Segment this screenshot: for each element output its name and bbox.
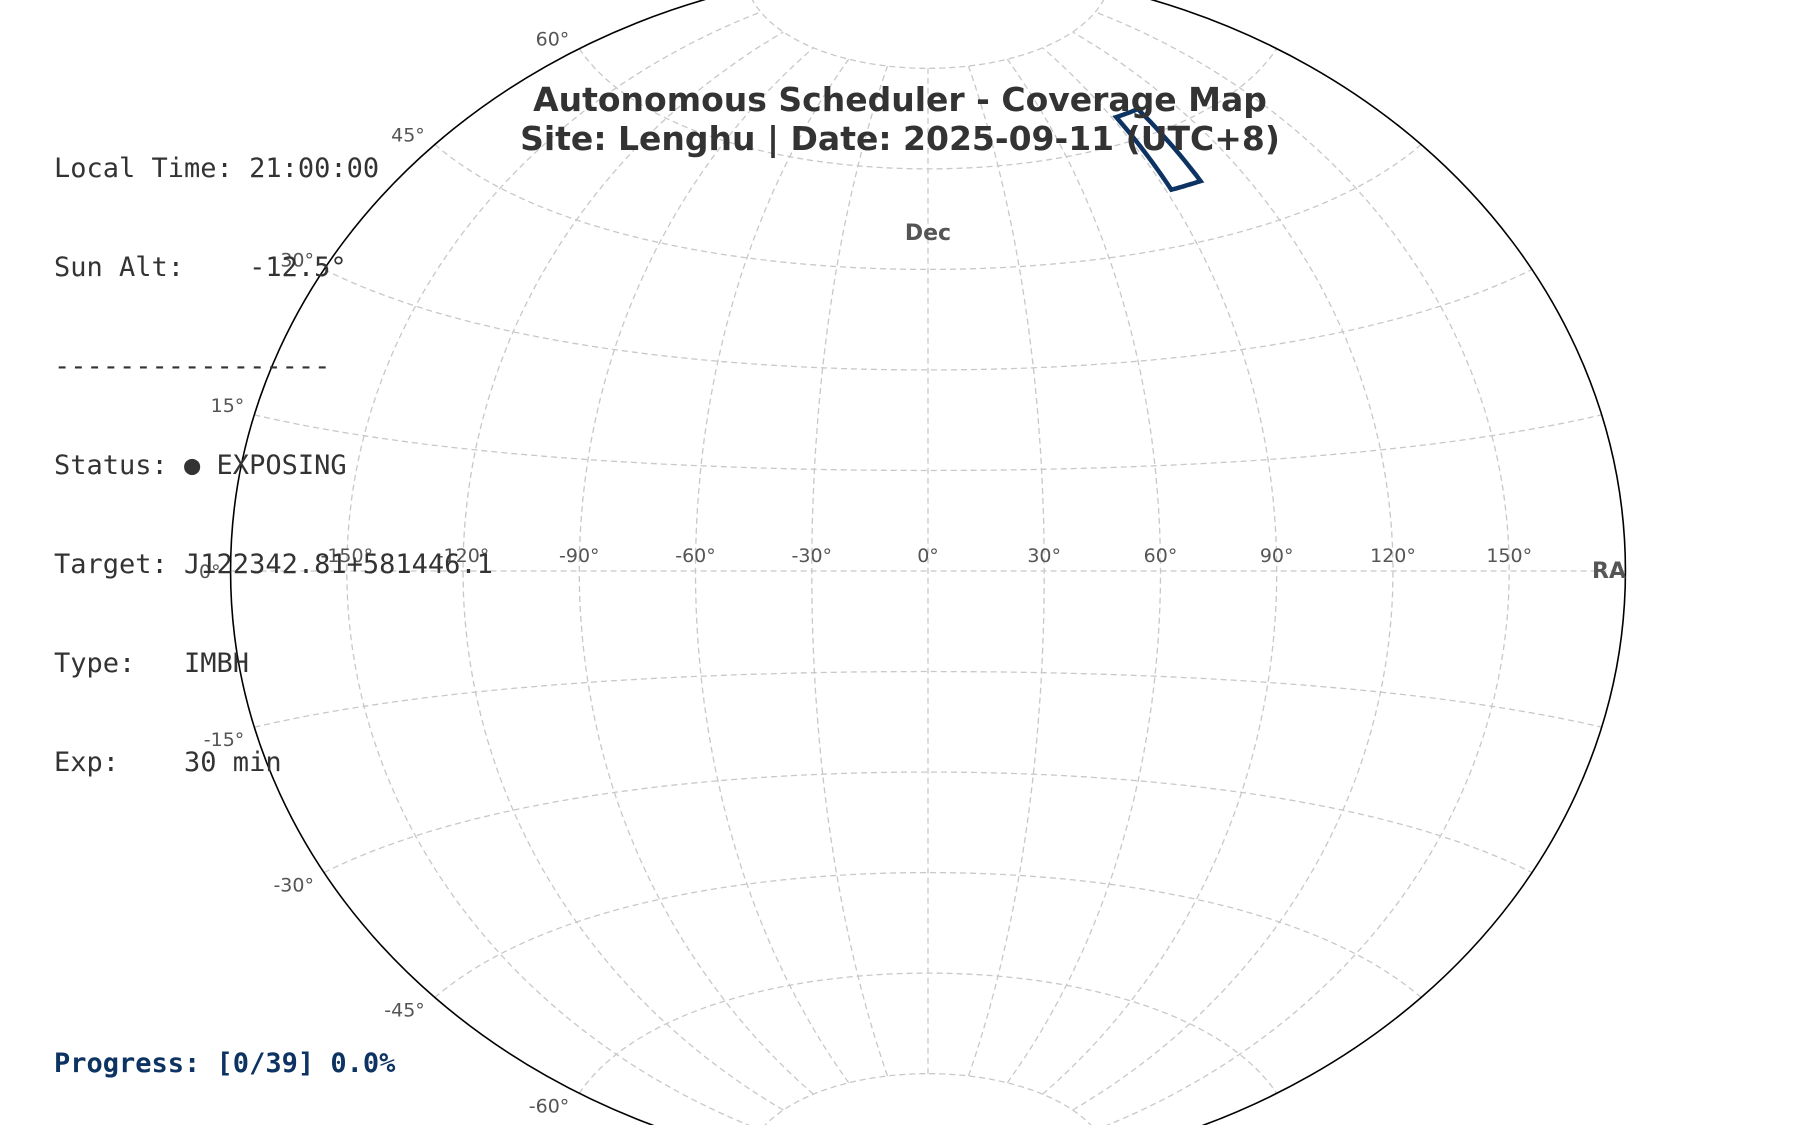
dec-tick-label: 15° (211, 395, 245, 417)
tick-labels: -150° -120° -90° -60° -30° 0° 30° 60° 90° 120° 150… (199, 29, 1532, 1118)
ra-tick-label: 150° (1486, 545, 1532, 567)
target-text: Target: J122342.81+581446.1 (54, 549, 493, 580)
parallel-60 (578, 48, 1278, 170)
parallel-75 (751, 0, 1105, 69)
map-boundary (229, 0, 1627, 1130)
ra-axis-label: RA (1592, 559, 1626, 584)
ra-tick-label: -90° (559, 545, 600, 567)
meridian--120 (462, 31, 784, 1111)
ra-tick-label: 90° (1260, 545, 1294, 567)
progress-text: Progress: [0/39] 0.0% (54, 1048, 396, 1079)
title-line-1: Autonomous Scheduler - Coverage Map (533, 80, 1267, 119)
sun-altitude-text: Sun Alt: -12.5° (54, 252, 347, 283)
title-line-2: Site: Lenghu | Date: 2025-09-11 (UTC+8) (520, 119, 1280, 158)
meridian--90 (578, 47, 814, 1095)
status-text: Status: ● EXPOSING (54, 450, 347, 481)
parallel--45 (434, 871, 1422, 999)
dec-tick-label: 60° (536, 29, 570, 51)
field-layer (1112, 106, 1205, 193)
local-time-text: Local Time: 21:00:00 (54, 153, 380, 184)
parallel--75 (759, 1073, 1097, 1130)
dec-tick-label: -60° (529, 1095, 570, 1117)
exposure-text: Exp: 30 min (54, 747, 282, 778)
ra-tick-label: -30° (792, 545, 833, 567)
ra-tick-label: 30° (1027, 545, 1061, 567)
dec-tick-label: -30° (273, 875, 314, 897)
parallel--60 (578, 972, 1278, 1094)
ra-tick-label: 60° (1144, 545, 1178, 567)
dec-tick-label: -15° (204, 729, 245, 751)
type-text: Type: IMBH (54, 648, 250, 679)
chart-title: Autonomous Scheduler - Coverage Map Site… (0, 80, 1800, 158)
meridian-150 (1095, 11, 1510, 1130)
ra-tick-label: 0° (917, 545, 939, 567)
dec-tick-label: -45° (384, 1000, 425, 1022)
meridian-90 (1042, 47, 1278, 1095)
ra-tick-label: -60° (675, 545, 716, 567)
ra-tick-label: 120° (1370, 545, 1416, 567)
parallel-15 (254, 414, 1602, 472)
ra-tick-label: -120° (437, 545, 490, 567)
ra-tick-label: -150° (320, 545, 373, 567)
parallel-45 (434, 143, 1422, 271)
meridian-60 (1006, 58, 1162, 1084)
meridian--150 (346, 11, 761, 1130)
dec-axis-label: Dec (905, 221, 951, 246)
dec-tick-label: 45° (391, 125, 425, 147)
parallel-30 (323, 268, 1533, 371)
status-panel: Local Time: 21:00:00 Sun Alt: -12.5° ---… (54, 86, 493, 845)
dec-tick-label: 30° (280, 249, 314, 271)
graticule (230, 0, 1626, 1130)
current-field-box (1112, 106, 1205, 193)
parallel--30 (323, 771, 1533, 874)
meridian-120 (1072, 31, 1394, 1111)
dec-tick-label: 0° (199, 561, 221, 583)
parallel--15 (254, 670, 1602, 728)
separator-text: ----------------- (54, 351, 331, 382)
